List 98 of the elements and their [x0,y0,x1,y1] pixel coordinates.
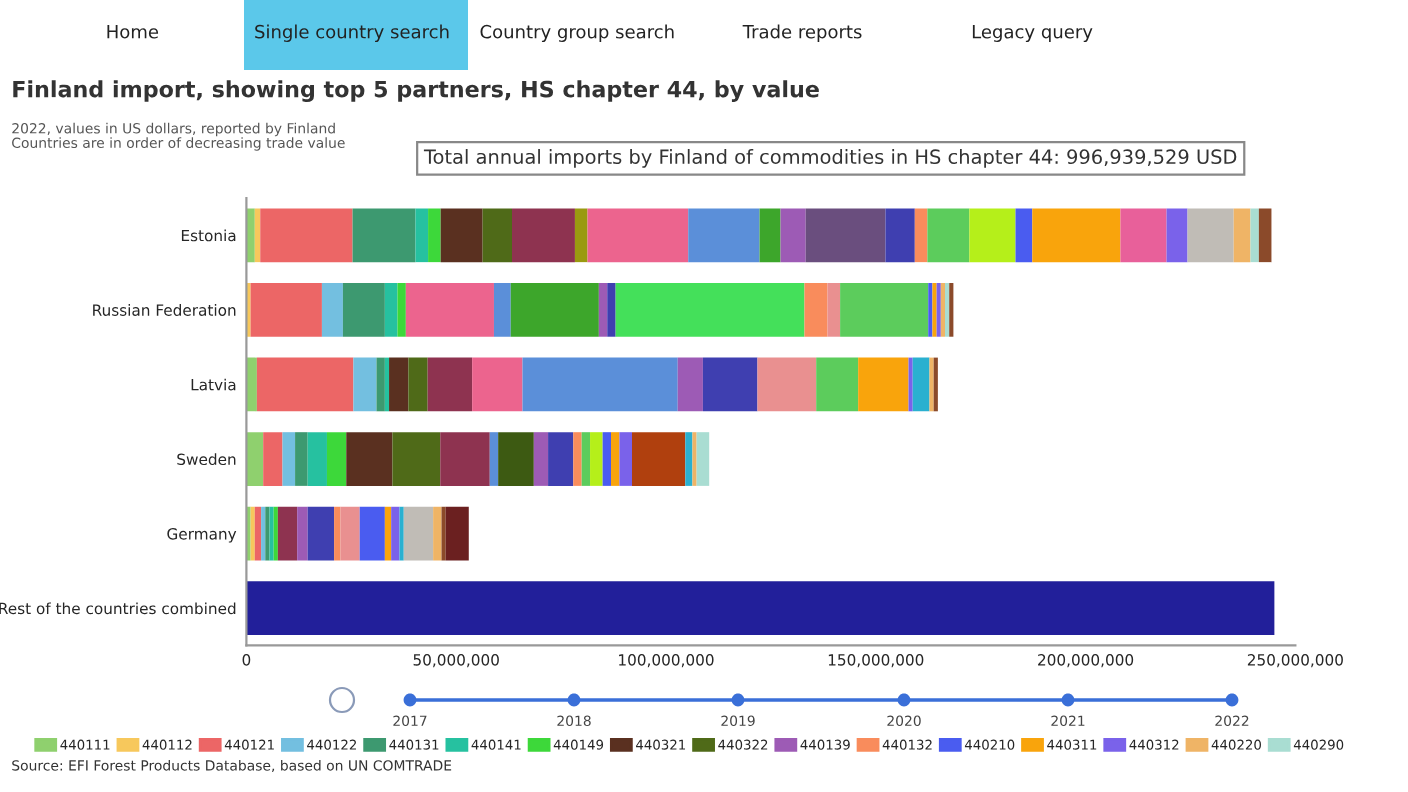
bar [482,208,512,263]
bar [858,357,909,412]
bar [307,432,327,486]
bar [246,432,264,486]
bar [384,283,398,337]
bar [1187,208,1234,263]
bar [548,432,574,486]
bar [607,283,616,337]
bar [685,432,693,486]
chart-title: Finland import, showing top 5 partners, HS chapter 44, by value [13,80,819,102]
bar [696,432,710,486]
bar [573,432,582,486]
bar [1032,208,1121,263]
bar [1120,208,1167,263]
bar [927,208,970,263]
bar [804,283,828,337]
bar [256,357,354,412]
bar [440,208,483,263]
bar [376,357,385,412]
bar [581,432,591,486]
text: Single country search [255,24,449,42]
bar [885,208,915,263]
bar [522,357,678,412]
text: Total annual imports by Finland of commodities in HS chapter 44: 996,939,529 USD [423,148,1237,168]
bar [391,506,400,561]
bar [1258,208,1272,263]
bar [816,357,859,412]
bar [408,357,428,412]
bar [914,208,928,263]
bar [282,432,296,486]
bar [533,432,549,486]
bar [384,357,390,412]
bar [250,283,322,337]
bar [405,283,494,337]
bar [428,208,441,263]
bar [297,506,308,561]
bar [389,357,409,412]
text: Trade reports [742,24,862,42]
bar [254,506,262,561]
bar [254,208,261,263]
text: Home [107,25,159,39]
bar [940,283,946,337]
bar [587,208,689,263]
bar [346,432,393,486]
bar [246,581,1275,636]
bar [512,208,575,263]
bar [677,357,703,412]
bar [260,208,353,263]
bar [702,357,758,412]
bar [688,208,760,263]
bar [440,432,490,486]
bar [590,432,603,486]
bar [384,506,392,561]
bar [353,357,377,412]
bar [359,506,385,561]
bar [619,432,632,486]
bar [472,357,523,412]
bar [759,208,781,263]
bar [433,506,442,561]
bar [340,506,360,561]
bar [307,506,335,561]
bar [295,432,308,486]
bar [598,283,608,337]
bar [326,432,347,486]
bar [427,357,473,412]
bar [489,432,499,486]
bar [827,283,841,337]
bar [334,506,341,561]
bar [632,432,686,486]
bar [1250,208,1259,263]
bar [493,283,511,337]
bar [1233,208,1251,263]
bar [780,208,806,263]
bar [445,506,469,561]
bar [277,506,298,561]
bar [805,208,886,263]
bar [263,432,283,486]
bar [1015,208,1033,263]
bar [397,283,406,337]
bar [321,283,343,337]
bar [840,283,929,337]
bar [602,432,612,486]
bar [342,283,385,337]
bar [611,432,620,486]
bar [1166,208,1188,263]
bar [574,208,588,263]
bar [510,283,599,337]
bar [392,432,441,486]
bar [615,283,805,337]
text: Legacy query [972,25,1093,42]
bar [498,432,534,486]
text: Country group search [480,24,674,42]
bar [415,208,429,263]
bar [757,357,817,412]
bar [352,208,416,263]
bar [403,506,434,561]
bar [969,208,1016,263]
bar [912,357,930,412]
